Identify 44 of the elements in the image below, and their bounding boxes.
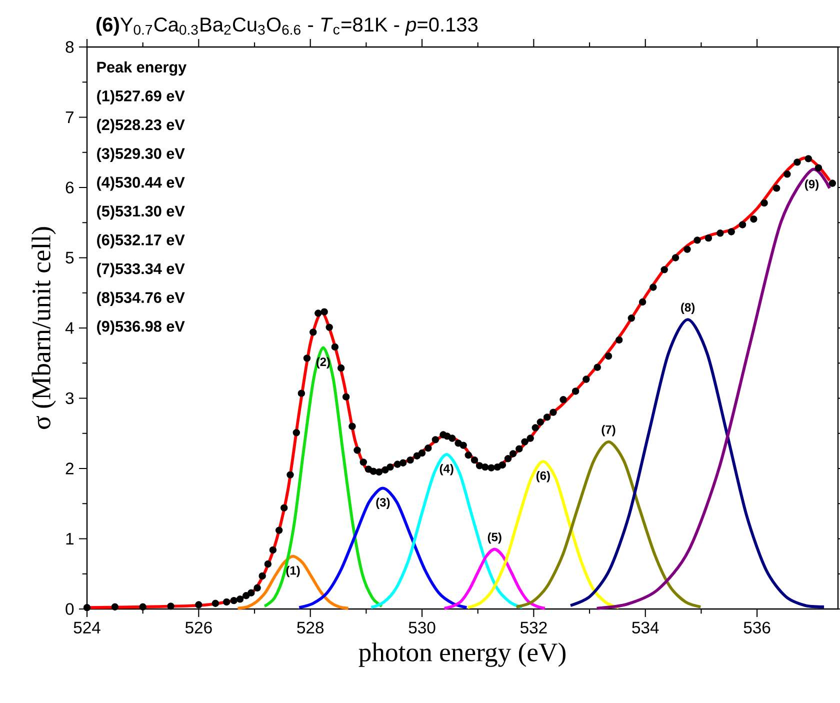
y-tick-label: 4 [65, 322, 74, 334]
annotation: (4)530.44 eV [97, 176, 185, 191]
annotation: (9)536.98 eV [97, 320, 185, 335]
line-series [595, 168, 832, 610]
x-tick-label: 532 [520, 622, 547, 634]
series-label: (7) [602, 425, 616, 436]
series-label: (8) [681, 302, 695, 314]
x-tick-label: 530 [408, 622, 436, 634]
series-label: (6) [536, 471, 550, 482]
y-tick-label: 8 [66, 41, 74, 53]
chart-title: (6)Y$_{0.7}$Ca$_{0.3}$Ba$_{2}$Cu$_{3}$O$_{6.6}$ - T$_{c}$=81K - p=0.133 [96, 16, 478, 36]
y-tick-label: 5 [66, 252, 74, 264]
y-tick-label: 3 [66, 392, 74, 404]
annotation: (3)529.30 eV [97, 148, 185, 162]
annotation: (5)531.30 eV [97, 205, 185, 220]
y-tick-label: 0 [66, 603, 74, 615]
y-tick-label: 7 [66, 112, 74, 123]
x-tick-label: 524 [74, 622, 100, 634]
series-label: (3) [376, 498, 390, 509]
line-series [236, 554, 350, 610]
x-axis-title: photon energy (eV) [358, 642, 566, 667]
line-series [569, 318, 826, 608]
x-tick-label: 526 [185, 622, 212, 634]
line-series [442, 548, 546, 610]
y-tick-label: 6 [66, 182, 74, 194]
line-series [514, 440, 702, 608]
y-tick-label: 2 [66, 462, 74, 474]
series-label: (1) [286, 566, 300, 578]
series-label: (5) [488, 532, 502, 544]
annotation: (6)532.17 eV [97, 234, 185, 248]
annotation: (2)528.23 eV [97, 118, 185, 134]
x-tick-label: 534 [632, 622, 659, 634]
line-series [466, 460, 620, 610]
annotation: Peak energy [97, 61, 187, 76]
annotation: (8)534.76 eV [97, 292, 185, 306]
y-tick-label: 1 [66, 533, 74, 544]
annotation: (1)527.69 eV [97, 90, 185, 104]
annotation: (7)533.34 eV [97, 262, 185, 278]
x-tick-label: 528 [297, 622, 324, 634]
line-series [370, 452, 524, 610]
series-label: (9) [805, 180, 818, 191]
y-axis-title: σ (Mbarn/unit cell) [32, 227, 56, 429]
series-label: (4) [440, 464, 454, 476]
x-tick-label: 536 [744, 622, 770, 634]
